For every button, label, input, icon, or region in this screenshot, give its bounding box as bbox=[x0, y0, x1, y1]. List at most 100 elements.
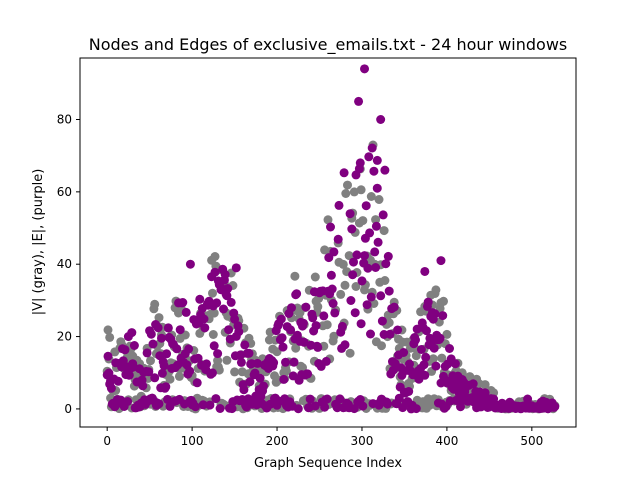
edge-point bbox=[163, 323, 173, 333]
edge-point bbox=[277, 333, 287, 343]
edge-point bbox=[222, 291, 232, 301]
edge-point bbox=[435, 333, 445, 343]
edge-point bbox=[355, 158, 365, 168]
edge-point bbox=[358, 401, 368, 411]
edge-point bbox=[159, 361, 169, 371]
edge-point bbox=[181, 307, 191, 317]
edge-point bbox=[337, 321, 347, 331]
edge-point bbox=[376, 115, 386, 124]
edge-point bbox=[376, 291, 386, 301]
edge-point bbox=[389, 302, 399, 312]
edge-point bbox=[124, 370, 134, 380]
edge-point bbox=[253, 358, 262, 368]
edge-point bbox=[211, 394, 221, 404]
edge-point bbox=[215, 404, 225, 413]
edge-point bbox=[327, 284, 337, 294]
edge-point bbox=[373, 237, 383, 247]
x-tick-label: 400 bbox=[435, 434, 458, 448]
edge-point bbox=[468, 379, 478, 389]
edge-point bbox=[236, 357, 246, 367]
edge-point bbox=[405, 359, 414, 369]
vertex-point bbox=[344, 251, 354, 261]
edge-point bbox=[299, 337, 309, 347]
edge-point bbox=[292, 289, 302, 299]
edge-point bbox=[286, 325, 296, 335]
edge-point bbox=[371, 221, 381, 231]
edge-point bbox=[310, 401, 320, 411]
edge-point bbox=[200, 323, 210, 333]
edge-point bbox=[244, 348, 254, 358]
y-tick-label: 60 bbox=[57, 185, 72, 199]
x-tick-label: 0 bbox=[103, 434, 111, 448]
edge-point bbox=[198, 400, 208, 410]
edge-point bbox=[369, 166, 379, 176]
vertex-point bbox=[298, 363, 307, 373]
edge-point bbox=[364, 152, 374, 162]
edge-point bbox=[175, 325, 185, 335]
vertex-point bbox=[340, 280, 350, 290]
edge-point bbox=[123, 397, 133, 406]
edge-point bbox=[411, 335, 420, 345]
edge-point bbox=[423, 297, 433, 307]
edge-point bbox=[154, 399, 164, 409]
edge-point bbox=[227, 404, 237, 414]
edge-point bbox=[301, 302, 311, 312]
edge-point bbox=[335, 394, 345, 404]
edge-point bbox=[352, 250, 362, 260]
edge-point bbox=[371, 263, 381, 272]
edge-point bbox=[161, 382, 171, 392]
edge-point bbox=[226, 297, 236, 307]
edge-point bbox=[163, 394, 172, 404]
edge-point bbox=[329, 247, 339, 257]
edge-point bbox=[321, 356, 331, 366]
vertex-point bbox=[349, 187, 359, 197]
edge-point bbox=[223, 284, 233, 293]
edge-point bbox=[245, 377, 255, 387]
vertex-point bbox=[384, 318, 394, 328]
edge-point bbox=[279, 374, 289, 384]
vertex-point bbox=[480, 380, 490, 390]
vertex-point bbox=[345, 348, 355, 358]
edge-point bbox=[372, 155, 382, 165]
edge-point bbox=[419, 360, 429, 370]
edge-point bbox=[148, 339, 158, 349]
edge-point bbox=[334, 200, 344, 210]
vertex-point bbox=[465, 372, 475, 382]
edge-point bbox=[212, 298, 222, 308]
vertex-point bbox=[428, 354, 438, 364]
vertex-point bbox=[431, 285, 441, 295]
edge-point bbox=[346, 296, 356, 305]
edge-point bbox=[185, 366, 195, 376]
edge-point bbox=[365, 228, 375, 238]
vertex-point bbox=[291, 343, 301, 353]
edge-point bbox=[234, 327, 244, 337]
edge-point bbox=[142, 348, 152, 358]
edge-point bbox=[129, 341, 139, 350]
edge-point bbox=[381, 259, 391, 269]
edge-point bbox=[436, 256, 446, 266]
vertex-point bbox=[442, 329, 452, 339]
edge-point bbox=[429, 343, 439, 353]
edge-point bbox=[153, 323, 163, 333]
edge-point bbox=[205, 400, 215, 410]
vertex-point bbox=[105, 332, 115, 342]
edge-point bbox=[422, 326, 431, 336]
edge-point bbox=[278, 342, 288, 352]
edge-point bbox=[157, 333, 166, 343]
edge-point bbox=[367, 143, 377, 153]
edge-point bbox=[380, 165, 390, 175]
edge-point bbox=[480, 388, 490, 398]
edge-point bbox=[127, 328, 137, 338]
vertex-point bbox=[208, 288, 217, 298]
edge-point bbox=[319, 311, 329, 321]
chart-title: Nodes and Edges of exclusive_emails.txt … bbox=[89, 35, 568, 55]
edge-point bbox=[192, 378, 202, 388]
vertex-point bbox=[341, 189, 351, 198]
vertex-point bbox=[174, 371, 184, 381]
edge-point bbox=[178, 298, 188, 307]
edge-point bbox=[311, 321, 321, 331]
vertex-point bbox=[290, 271, 300, 281]
edge-point bbox=[320, 402, 330, 412]
edge-point bbox=[120, 345, 130, 355]
vertex-point bbox=[356, 185, 366, 195]
